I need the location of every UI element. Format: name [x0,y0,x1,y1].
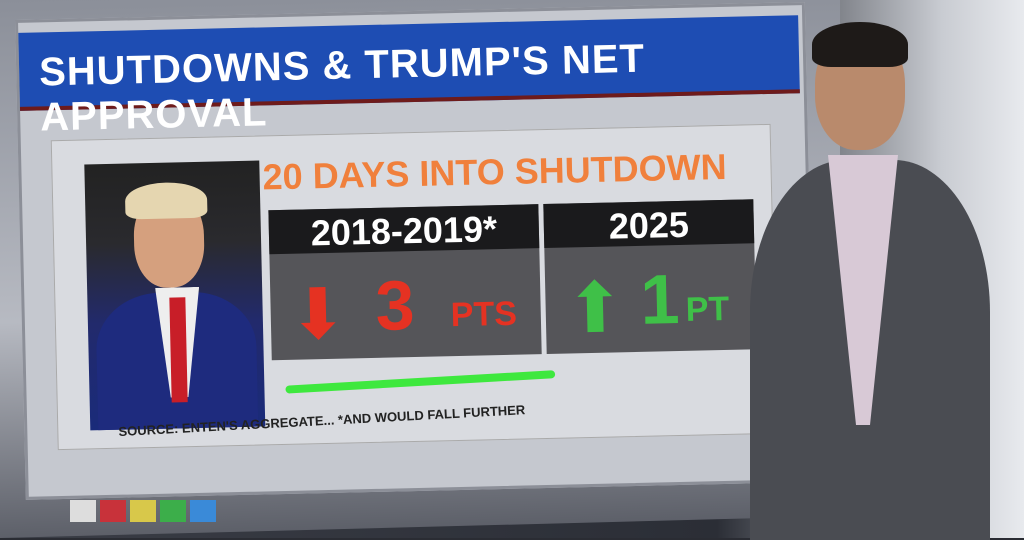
column-header: 2018-2019* [268,204,540,255]
change-value: 3 [374,266,416,345]
column-2025: 2025 ⬆ 1 PT [543,199,757,355]
arrow-down-icon: ⬇ [287,274,349,354]
arrow-up-icon: ⬆ [564,268,626,348]
presenter [740,20,1010,540]
change-value: 1 [639,260,681,339]
green-underline-annotation [285,370,556,394]
graphic-subtitle: 20 DAYS INTO SHUTDOWN [262,145,728,198]
trump-photo [84,160,266,431]
change-unit: PTS [450,294,518,335]
graphic-panel: 20 DAYS INTO SHUTDOWN 2018-2019* ⬇ 3 PTS… [50,123,778,451]
graphic-screen: SHUTDOWNS & TRUMP'S NET APPROVAL 20 DAYS… [15,2,816,500]
column-2018-2019: 2018-2019* ⬇ 3 PTS [268,204,542,361]
color-swatches [70,500,216,522]
change-unit: PT [685,289,730,329]
column-header: 2025 [543,199,755,249]
graphic-title: SHUTDOWNS & TRUMP'S NET APPROVAL [18,15,800,139]
